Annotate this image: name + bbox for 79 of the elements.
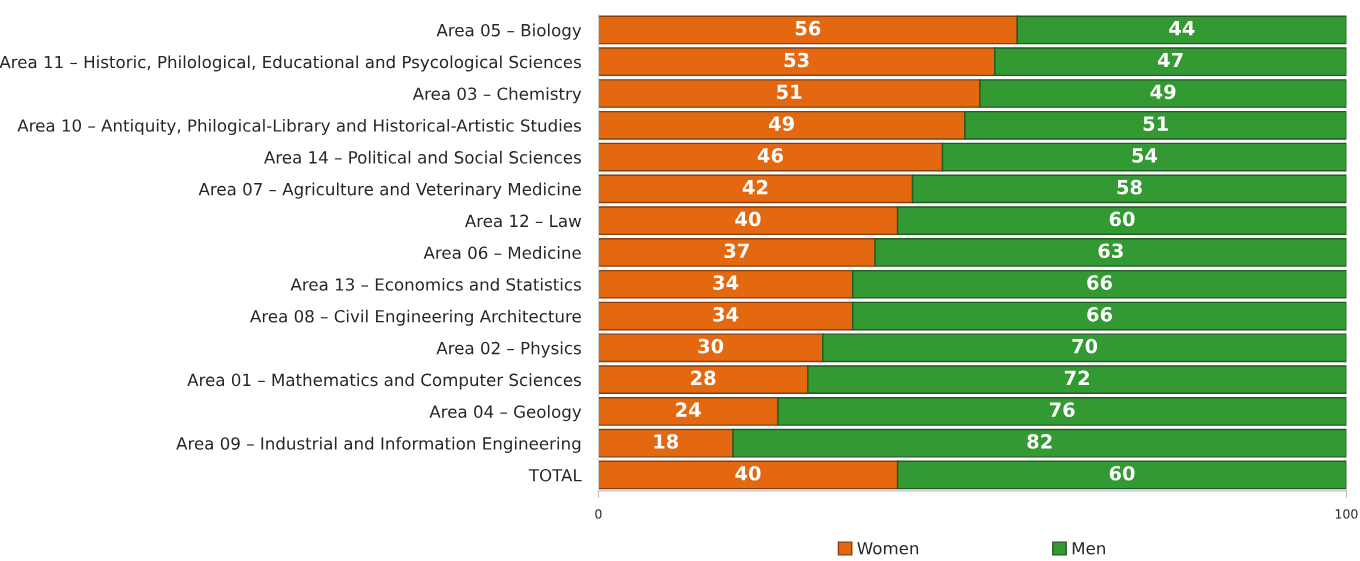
data-label: 58 bbox=[1117, 179, 1142, 195]
data-label: 49 bbox=[1150, 84, 1176, 100]
y-tick-label: Area 04 – Geology bbox=[429, 405, 582, 422]
bar bbox=[598, 460, 899, 490]
data-label: 72 bbox=[1064, 370, 1089, 385]
data-label: 42 bbox=[742, 179, 768, 195]
bar bbox=[1016, 15, 1347, 45]
bar bbox=[964, 110, 1347, 140]
x-tick-label: 100 bbox=[1335, 509, 1358, 519]
data-label: 24 bbox=[676, 402, 701, 417]
y-tick-label: Area 08 – Civil Engineering Architecture bbox=[250, 309, 581, 326]
x-tick-label: 0 bbox=[595, 509, 602, 519]
data-label: 28 bbox=[691, 370, 716, 386]
bar bbox=[598, 238, 876, 267]
data-label: 51 bbox=[777, 84, 802, 100]
bar bbox=[598, 15, 1018, 45]
data-label: 63 bbox=[1098, 243, 1123, 259]
data-label: 60 bbox=[1109, 211, 1135, 227]
bar bbox=[874, 238, 1347, 267]
y-tick-label: Area 06 – Medicine bbox=[423, 246, 581, 260]
y-tick-label: Area 03 – Chemistry bbox=[412, 87, 582, 104]
data-label: 51 bbox=[1143, 116, 1168, 131]
bar bbox=[852, 269, 1347, 299]
data-label: 40 bbox=[735, 211, 761, 227]
data-label: 53 bbox=[784, 52, 809, 68]
bar bbox=[598, 142, 944, 172]
data-label: 47 bbox=[1157, 52, 1183, 68]
bar bbox=[598, 110, 966, 140]
data-label: 70 bbox=[1072, 338, 1098, 354]
data-label: 46 bbox=[757, 148, 783, 163]
legend-label: Women bbox=[857, 542, 919, 555]
y-tick-label: Area 11 – Historic, Philological, Educational and Psycological Sciences bbox=[0, 55, 581, 72]
bar bbox=[598, 333, 824, 363]
bar bbox=[598, 269, 854, 299]
data-label: 54 bbox=[1132, 148, 1158, 163]
data-label: 82 bbox=[1027, 434, 1052, 449]
y-tick-label: Area 14 – Political and Social Sciences bbox=[264, 150, 581, 164]
bar bbox=[598, 428, 734, 458]
bar bbox=[911, 174, 1347, 204]
bar bbox=[598, 79, 981, 108]
y-tick-label: Area 07 – Agriculture and Veterinary Medicine bbox=[198, 182, 581, 199]
bar bbox=[598, 365, 809, 394]
data-label: 56 bbox=[795, 20, 821, 36]
bar bbox=[598, 301, 854, 331]
legend-label: Men bbox=[1072, 542, 1105, 555]
data-label: 49 bbox=[769, 116, 794, 131]
bar bbox=[732, 428, 1347, 458]
bar bbox=[979, 79, 1347, 108]
bar bbox=[598, 174, 914, 204]
y-tick-label: Area 10 – Antiquity, Philogical-Library and Historical-Artistic Studies bbox=[17, 118, 581, 136]
y-tick-label: Area 09 – Industrial and Information Engineering bbox=[176, 436, 581, 453]
y-tick-label: Area 13 – Economics and Statistics bbox=[290, 277, 581, 291]
y-tick-label: Area 01 – Mathematics and Computer Sciences bbox=[187, 373, 581, 390]
data-label: 37 bbox=[724, 243, 749, 259]
data-label: 44 bbox=[1169, 21, 1195, 36]
bar bbox=[896, 460, 1347, 490]
data-label: 60 bbox=[1109, 465, 1135, 481]
data-label: 66 bbox=[1087, 275, 1113, 290]
bar bbox=[777, 397, 1347, 426]
data-label: 34 bbox=[713, 306, 739, 322]
bar bbox=[598, 397, 779, 426]
bar bbox=[852, 301, 1347, 331]
y-tick-label: Area 05 – Biology bbox=[436, 23, 582, 40]
bar bbox=[941, 142, 1347, 172]
bar bbox=[822, 333, 1347, 363]
data-label: 66 bbox=[1087, 306, 1113, 322]
data-label: 40 bbox=[735, 465, 761, 481]
bar bbox=[807, 365, 1347, 394]
y-tick-label: TOTAL bbox=[528, 468, 582, 482]
data-label: 76 bbox=[1049, 402, 1075, 418]
bar bbox=[994, 47, 1347, 77]
data-label: 30 bbox=[698, 338, 724, 354]
bar bbox=[598, 47, 996, 77]
y-tick-label: Area 02 – Physics bbox=[436, 341, 581, 358]
bar bbox=[598, 206, 899, 236]
y-tick-label: Area 12 – Law bbox=[464, 214, 582, 228]
data-label: 34 bbox=[713, 275, 739, 290]
data-label: 18 bbox=[654, 434, 679, 449]
bar bbox=[896, 206, 1347, 236]
